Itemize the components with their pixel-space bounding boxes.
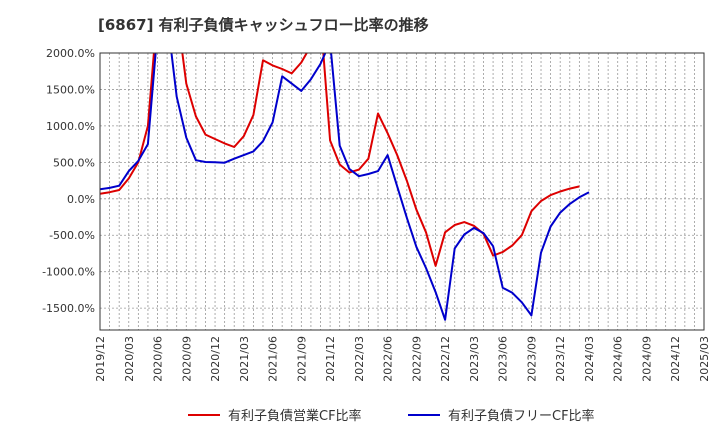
series-line-2 <box>100 53 590 321</box>
grid-layer <box>99 52 705 330</box>
y-axis-ticks: 2000.0% 1500.0% 1000.0% 500.0% 0.0% -500.0% -1… <box>42 47 95 315</box>
x-tick-label: 2020/09 <box>180 336 193 382</box>
x-tick-label: 2021/12 <box>324 336 337 382</box>
y-tick-label: 0.0% <box>67 193 95 206</box>
y-tick-label: -500.0% <box>49 229 95 242</box>
x-tick-label: 2024/09 <box>640 336 653 382</box>
y-tick-label: 500.0% <box>53 156 95 169</box>
x-tick-label: 2023/03 <box>468 336 481 382</box>
x-tick-label: 2020/03 <box>123 336 136 382</box>
x-tick-label: 2019/12 <box>94 336 107 382</box>
y-tick-label: 1000.0% <box>46 120 95 133</box>
chart-title: [6867] 有利子負債キャッシュフロー比率の推移 <box>98 16 429 34</box>
x-tick-label: 2022/03 <box>353 336 366 382</box>
x-tick-label: 2024/03 <box>583 336 596 382</box>
x-tick-label: 2020/12 <box>209 336 222 382</box>
x-tick-label: 2023/12 <box>554 336 567 382</box>
x-tick-label: 2024/06 <box>612 336 625 382</box>
y-tick-label: 1500.0% <box>46 83 95 96</box>
x-tick-label: 2021/06 <box>267 336 280 382</box>
x-tick-label: 2025/03 <box>698 336 711 382</box>
y-tick-label: 2000.0% <box>46 47 95 60</box>
legend-label-1: 有利子負債営業CF比率 <box>228 408 362 424</box>
x-tick-label: 2024/12 <box>669 336 682 382</box>
x-tick-label: 2022/06 <box>382 336 395 382</box>
x-tick-label: 2022/09 <box>410 336 423 382</box>
y-tick-label: -1000.0% <box>42 266 95 279</box>
legend: 有利子負債営業CF比率 有利子負債フリーCF比率 <box>188 408 595 424</box>
y-tick-label: -1500.0% <box>42 302 95 315</box>
x-tick-label: 2023/06 <box>497 336 510 382</box>
plot-frame <box>99 52 705 331</box>
x-tick-label: 2021/03 <box>238 336 251 382</box>
x-tick-label: 2022/12 <box>439 336 452 382</box>
x-tick-label: 2021/09 <box>295 336 308 382</box>
series-layer <box>100 53 590 321</box>
legend-label-2: 有利子負債フリーCF比率 <box>448 408 595 424</box>
series-line-1 <box>100 53 580 267</box>
x-tick-label: 2020/06 <box>152 336 165 382</box>
x-axis-ticks: 2019/12 2020/03 2020/06 2020/09 2020/12 2021/… <box>94 336 711 382</box>
x-tick-label: 2023/09 <box>525 336 538 382</box>
